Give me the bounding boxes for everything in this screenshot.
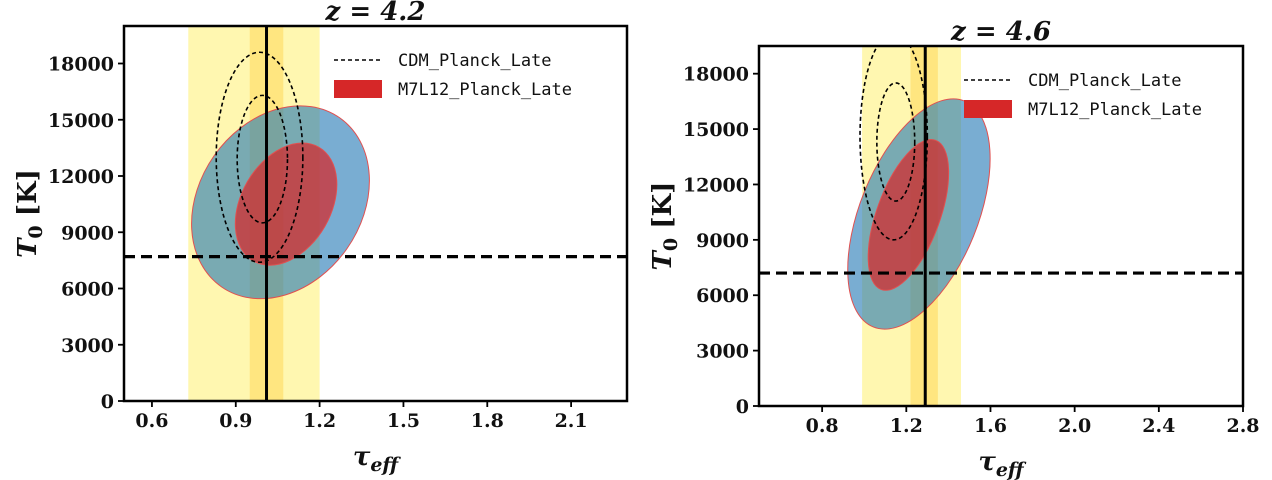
- x-tick-label: 2.8: [1226, 415, 1259, 437]
- dashed-contour-1: [215, 51, 304, 264]
- x-tick-label: 2.0: [1058, 415, 1091, 437]
- filled-contour-inner: [867, 139, 950, 291]
- y-tick-label: 18000: [48, 54, 114, 76]
- x-tick-label: 1.8: [471, 410, 504, 432]
- chart-2: 0.8 1.2 1.6 2.0 2.4 2.8 0 3000 6000 9000 12000 1500…: [648, 17, 1260, 480]
- y-tick-label: 15000: [683, 119, 749, 141]
- legend-label-m7l12: M7L12_Planck_Late: [398, 80, 572, 100]
- plot-area: [759, 46, 1243, 406]
- y-tick-label: 12000: [683, 174, 749, 196]
- y-tick-label: 15000: [48, 110, 114, 132]
- x-tick-label: 2.4: [1142, 415, 1175, 437]
- y-tick-label: 12000: [48, 166, 114, 188]
- x-tick-label: 1.2: [303, 410, 336, 432]
- legend-label-cdm: CDM_Planck_Late: [398, 51, 552, 71]
- y-tick-label: 6000: [61, 279, 114, 301]
- axes-frame: [757, 44, 1245, 408]
- x-tick-label: 1.5: [387, 410, 420, 432]
- dashed-contour-2: [876, 82, 916, 202]
- x-tick-label: 0.8: [806, 415, 839, 437]
- legend-label-m7l12: M7L12_Planck_Late: [1028, 100, 1202, 120]
- x-tick-label: 1.6: [974, 415, 1007, 437]
- y-axis-label: T0 [K]: [648, 182, 682, 271]
- chart-1: 0.6 0.9 1.2 1.5 1.8 2.1 0 3000 6000 9000 12000 1500…: [13, 0, 629, 476]
- x-axis-label: τeff: [353, 442, 402, 476]
- y-tick-label: 3000: [696, 341, 749, 363]
- y-axis-label: T0 [K]: [13, 169, 47, 258]
- legend-swatch-filled: [334, 80, 382, 98]
- x-tick-label: 2.1: [555, 410, 588, 432]
- dashed-contour-2: [236, 94, 289, 224]
- y-tick-label: 0: [101, 391, 114, 413]
- x-tick-label: 1.2: [890, 415, 923, 437]
- legend-swatch-filled: [964, 100, 1012, 118]
- dashed-contour-1: [859, 46, 929, 241]
- chart-title: z = 4.2: [325, 0, 426, 27]
- chart-title: z = 4.6: [950, 17, 1051, 47]
- x-tick-label: 0.6: [135, 410, 168, 432]
- plot-area: [124, 26, 627, 401]
- legend-label-cdm: CDM_Planck_Late: [1028, 71, 1182, 91]
- axes-frame: [122, 24, 629, 403]
- y-tick-label: 9000: [696, 230, 749, 252]
- y-tick-label: 6000: [696, 285, 749, 307]
- y-tick-label: 9000: [61, 222, 114, 244]
- y-tick-label: 3000: [61, 335, 114, 357]
- y-tick-label: 0: [736, 396, 749, 418]
- x-tick-label: 0.9: [219, 410, 252, 432]
- y-tick-label: 18000: [683, 64, 749, 86]
- x-axis-label: τeff: [978, 447, 1027, 480]
